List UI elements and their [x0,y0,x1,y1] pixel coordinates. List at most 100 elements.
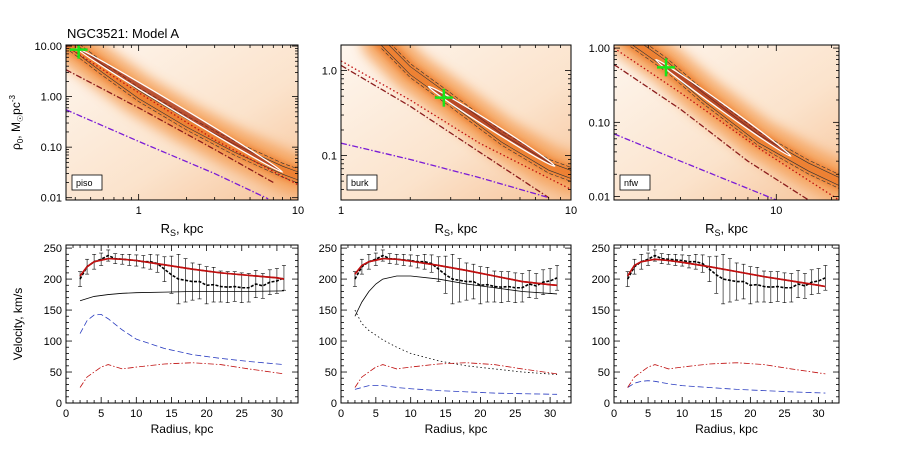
confidence-contour [69,50,298,184]
x-tick-label: 1 [338,205,344,217]
x-tick-label: 10 [770,205,782,217]
y-tick-label: 50 [325,367,337,379]
x-tick-label: 30 [812,408,824,420]
constraint-line [614,133,777,200]
y-tick-label: 100 [319,336,337,348]
x-tick-label: 30 [544,408,556,420]
contour-plot-area [341,45,571,200]
x-tick-label: 20 [200,408,212,420]
y-axis-label: ρ0, M☉pc-3 [8,94,25,149]
profile-label: burk [351,178,369,188]
x-axis-label: RS, kpc [161,221,204,238]
x-tick-label: 10 [292,205,304,217]
x-tick-label: 1 [136,205,142,217]
x-tick-label: 10 [405,408,417,420]
constraint-line [66,109,269,200]
axes-frame [340,244,572,404]
constraint-line [341,64,550,199]
y-tick-label: 10.00 [34,41,62,53]
y-tick-label: 1.00 [41,92,62,104]
model-total-curve [79,257,285,280]
contour-plot-area [614,45,839,200]
confidence-contour [391,45,571,168]
y-tick-label: 250 [592,243,610,255]
y-tick-label: 0 [331,398,337,410]
y-tick-label: 0.10 [589,117,610,129]
x-tick-label: 20 [474,408,486,420]
y-tick-label: 50 [598,367,610,379]
model-curve [354,362,558,388]
y-tick-label: 0.10 [41,142,62,154]
confidence-ellipse [655,58,792,157]
likelihood-valley-core [66,45,298,184]
y-tick-label: 150 [44,305,62,317]
x-axis-label: RS, kpc [705,221,748,238]
y-tick-label: 200 [319,274,337,286]
model-curve [354,385,558,395]
model-curve [354,275,558,317]
observed-curve [79,254,285,289]
constraint-line [614,47,839,200]
x-axis-label: RS, kpc [435,221,478,238]
axes-frame [340,44,572,201]
x-tick-label: 0 [611,408,617,420]
model-total-curve [354,257,558,287]
y-axis-label: Velocity, km/s [11,288,25,360]
y-tick-label: 1.00 [589,43,610,55]
y-tick-label: 150 [319,305,337,317]
y-tick-label: 0.01 [589,192,610,204]
contour-panel-burk: burk 1 10 1.0 0.1 RS, kpc [322,44,577,238]
x-tick-label: 5 [645,408,651,420]
x-tick-label: 10 [565,205,577,217]
x-tick-label: 10 [130,408,142,420]
constraint-line [341,142,549,199]
y-tick-label: 0 [56,398,62,410]
profile-label-box [619,174,651,191]
confidence-contour [381,45,571,179]
confidence-contour [381,48,571,182]
x-tick-label: 15 [710,408,722,420]
rotation-curve-panel-1: 0 5 10 15 20 25 30 0 50 100 150 200 250 Radius, kpc Ve… [11,243,299,436]
confidence-ellipse [427,85,556,167]
x-tick-label: 5 [373,408,379,420]
contour-panel-piso: piso 1 10 10.00 1.00 0.10 0.01 RS, kpc ρ0, M☉pc-… [8,41,304,238]
contour-panel-nfw: nfw 10 1.00 0.10 0.01 RS, kpc [589,43,840,238]
model-curve [79,313,284,365]
constraint-line [341,60,571,190]
profile-label-box [71,174,103,191]
y-tick-label: 1.0 [322,66,337,78]
y-tick-label: 0 [604,398,610,410]
x-tick-label: 15 [165,408,177,420]
y-tick-label: 250 [319,243,337,255]
y-tick-label: 0.01 [41,193,62,205]
axes-frame [65,244,299,404]
observed-curve [354,254,558,289]
y-tick-label: 50 [50,367,62,379]
x-tick-label: 30 [271,408,283,420]
x-axis-label: Radius, kpc [695,422,758,436]
y-tick-label: 100 [592,336,610,348]
profile-label: piso [76,178,93,188]
figure-title: NGC3521: Model A [67,26,179,41]
contour-plot-area [66,45,298,200]
confidence-ellipse [76,47,284,173]
constraint-line [614,64,809,200]
x-tick-label: 25 [778,408,790,420]
rotation-curve-panel-2: 0 5 10 15 20 25 30 0 50 100 150 200 250 Radius, kpc [319,243,572,436]
model-curve [79,362,284,388]
axes-frame [613,244,840,404]
x-tick-label: 20 [744,408,756,420]
x-axis-label: Radius, kpc [151,422,214,436]
y-tick-label: 250 [44,243,62,255]
x-axis-label: Radius, kpc [425,422,488,436]
confidence-contour [69,47,298,181]
x-tick-label: 0 [338,408,344,420]
y-tick-label: 0.1 [322,151,337,163]
model-curve [627,380,826,394]
model-curve [627,362,826,388]
model-total-curve [626,258,826,288]
x-tick-label: 15 [439,408,451,420]
axes-frame [65,44,299,201]
y-tick-label: 200 [592,274,610,286]
